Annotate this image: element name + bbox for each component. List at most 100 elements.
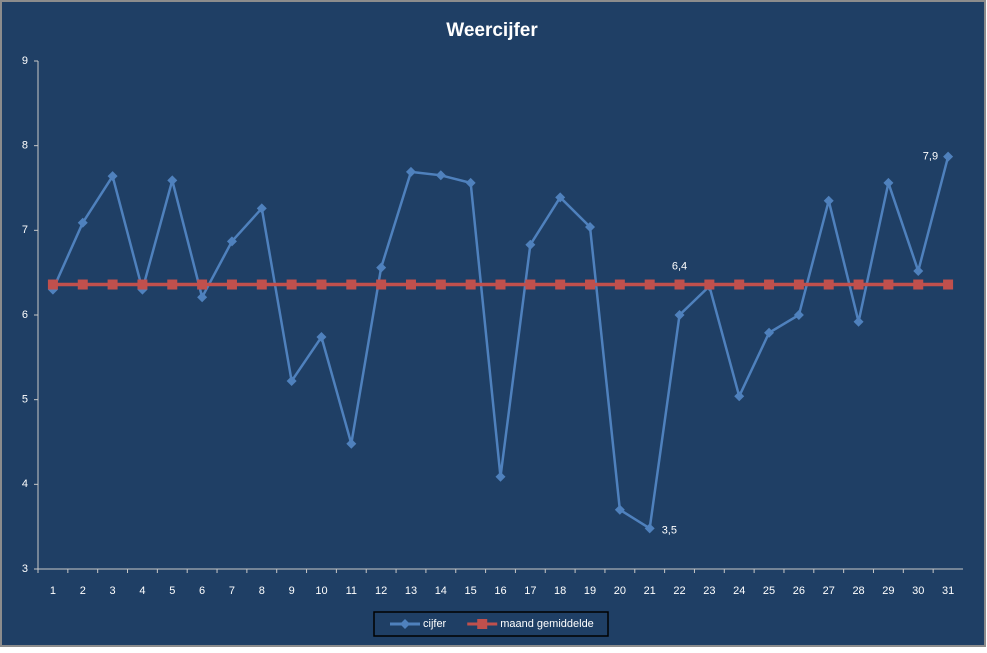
x-tick-label: 30 [912, 585, 924, 597]
data-point [495, 471, 506, 482]
data-point [943, 151, 954, 162]
data-point [77, 279, 88, 290]
data-point [644, 523, 655, 534]
data-point [465, 177, 476, 188]
data-point [405, 279, 416, 290]
data-point [913, 265, 924, 276]
data-point [764, 327, 775, 338]
x-tick-label: 23 [703, 585, 715, 597]
data-point [555, 279, 566, 290]
data-point [77, 217, 88, 228]
data-point [734, 279, 745, 290]
x-tick-label: 12 [375, 585, 387, 597]
x-tick-label: 26 [793, 585, 805, 597]
data-point [405, 166, 416, 177]
data-point [107, 171, 118, 182]
y-tick-label: 5 [22, 394, 28, 406]
data-point [346, 438, 357, 449]
data-point [107, 279, 118, 290]
data-point [376, 279, 387, 290]
data-point [167, 279, 178, 290]
y-tick-label: 4 [22, 478, 28, 490]
x-tick-label: 10 [315, 585, 327, 597]
data-point [793, 310, 804, 320]
data-point [823, 279, 834, 290]
data-point [555, 192, 566, 203]
x-tick-label: 27 [823, 585, 835, 597]
data-point [913, 279, 924, 290]
x-tick-label: 6 [199, 585, 205, 597]
x-tick-label: 22 [673, 585, 685, 597]
x-tick-label: 5 [169, 585, 175, 597]
data-point [585, 279, 596, 290]
legend [373, 611, 609, 637]
data-point [346, 279, 357, 290]
x-tick-label: 17 [524, 585, 536, 597]
data-point [256, 279, 267, 290]
x-tick-label: 13 [405, 585, 417, 597]
data-point [495, 279, 506, 290]
data-point [853, 316, 864, 327]
y-tick-label: 6 [22, 309, 28, 321]
y-tick-label: 8 [22, 140, 28, 152]
chart-title: Weercijfer [446, 20, 538, 41]
data-point [823, 195, 834, 206]
x-tick-label: 4 [139, 585, 145, 597]
data-label: 3,5 [662, 524, 677, 536]
data-point [47, 279, 58, 290]
data-point [585, 221, 596, 232]
data-point [764, 279, 775, 290]
data-point [793, 279, 804, 290]
data-point [734, 391, 745, 402]
data-point [197, 292, 208, 303]
x-tick-label: 21 [644, 585, 656, 597]
data-point [316, 332, 327, 343]
data-point [226, 236, 237, 247]
data-point [256, 203, 267, 214]
data-label: 7,9 [923, 151, 938, 163]
legend-label: maand gemiddelde [500, 618, 594, 630]
y-tick-label: 9 [22, 55, 28, 67]
x-tick-label: 8 [259, 585, 265, 597]
data-point [465, 279, 476, 290]
data-point [137, 279, 148, 290]
x-tick-label: 7 [229, 585, 235, 597]
x-tick-label: 20 [614, 585, 626, 597]
x-tick-label: 15 [465, 585, 477, 597]
data-point [883, 177, 894, 188]
data-point [525, 279, 536, 290]
data-point [525, 239, 536, 250]
data-point [674, 310, 685, 320]
legend-marker [400, 619, 410, 629]
data-point [614, 279, 625, 290]
legend-label: cijfer [423, 618, 447, 630]
x-tick-label: 9 [289, 585, 295, 597]
data-point [435, 279, 446, 290]
data-point [316, 279, 327, 290]
x-tick-label: 24 [733, 585, 745, 597]
x-tick-label: 16 [494, 585, 506, 597]
data-point [704, 279, 715, 290]
data-point [286, 376, 297, 387]
x-tick-label: 11 [346, 585, 357, 597]
data-point [167, 175, 178, 186]
data-point [226, 279, 237, 290]
data-point [883, 279, 894, 290]
data-point [943, 279, 954, 290]
x-tick-label: 1 [50, 585, 56, 597]
x-tick-label: 2 [80, 585, 86, 597]
x-tick-label: 3 [110, 585, 116, 597]
x-tick-label: 19 [584, 585, 596, 597]
x-tick-label: 31 [942, 585, 954, 597]
y-tick-label: 3 [22, 563, 28, 575]
x-tick-label: 29 [882, 585, 894, 597]
data-point [644, 279, 655, 290]
x-tick-label: 28 [852, 585, 864, 597]
data-point [286, 279, 297, 290]
data-label: 6,4 [672, 260, 687, 272]
x-tick-label: 25 [763, 585, 775, 597]
x-tick-label: 18 [554, 585, 566, 597]
data-point [197, 279, 208, 290]
